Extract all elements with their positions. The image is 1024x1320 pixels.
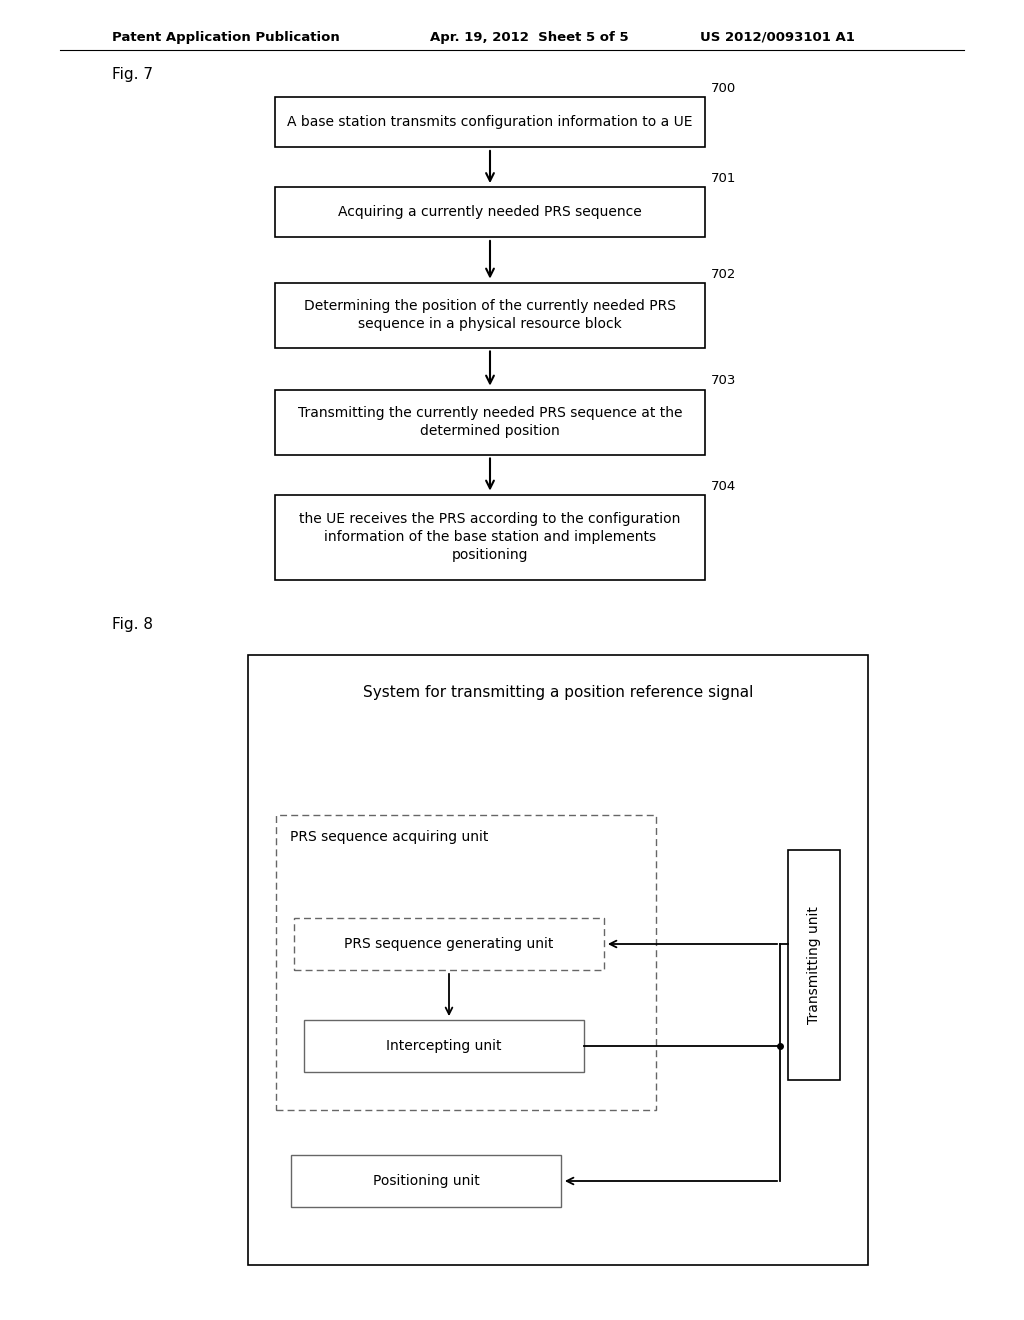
Bar: [304, 1020, 584, 1072]
Text: the UE receives the PRS according to the configuration
information of the base s: the UE receives the PRS according to the…: [299, 512, 681, 562]
Bar: [788, 850, 840, 1080]
Bar: [291, 1155, 561, 1206]
Text: Positioning unit: Positioning unit: [373, 1173, 479, 1188]
Text: Apr. 19, 2012  Sheet 5 of 5: Apr. 19, 2012 Sheet 5 of 5: [430, 30, 629, 44]
Text: System for transmitting a position reference signal: System for transmitting a position refer…: [362, 685, 754, 701]
Text: Acquiring a currently needed PRS sequence: Acquiring a currently needed PRS sequenc…: [338, 205, 642, 219]
Text: Fig. 7: Fig. 7: [112, 67, 153, 82]
Bar: [275, 389, 705, 454]
Bar: [248, 655, 868, 1265]
Bar: [275, 187, 705, 238]
Text: 702: 702: [711, 268, 736, 281]
Text: 700: 700: [711, 82, 736, 95]
Text: Intercepting unit: Intercepting unit: [386, 1039, 502, 1053]
Text: Fig. 8: Fig. 8: [112, 618, 153, 632]
Text: 704: 704: [711, 479, 736, 492]
Text: 701: 701: [711, 172, 736, 185]
Text: PRS sequence acquiring unit: PRS sequence acquiring unit: [290, 830, 488, 843]
Text: Patent Application Publication: Patent Application Publication: [112, 30, 340, 44]
Bar: [294, 917, 604, 970]
Bar: [275, 495, 705, 579]
Text: Transmitting unit: Transmitting unit: [807, 906, 821, 1024]
Text: US 2012/0093101 A1: US 2012/0093101 A1: [700, 30, 855, 44]
Bar: [275, 282, 705, 347]
Text: A base station transmits configuration information to a UE: A base station transmits configuration i…: [288, 115, 693, 129]
Bar: [276, 814, 656, 1110]
Text: Determining the position of the currently needed PRS
sequence in a physical reso: Determining the position of the currentl…: [304, 298, 676, 331]
Text: PRS sequence generating unit: PRS sequence generating unit: [344, 937, 554, 950]
Text: 703: 703: [711, 375, 736, 388]
Text: Transmitting the currently needed PRS sequence at the
determined position: Transmitting the currently needed PRS se…: [298, 405, 682, 438]
Bar: [275, 96, 705, 147]
